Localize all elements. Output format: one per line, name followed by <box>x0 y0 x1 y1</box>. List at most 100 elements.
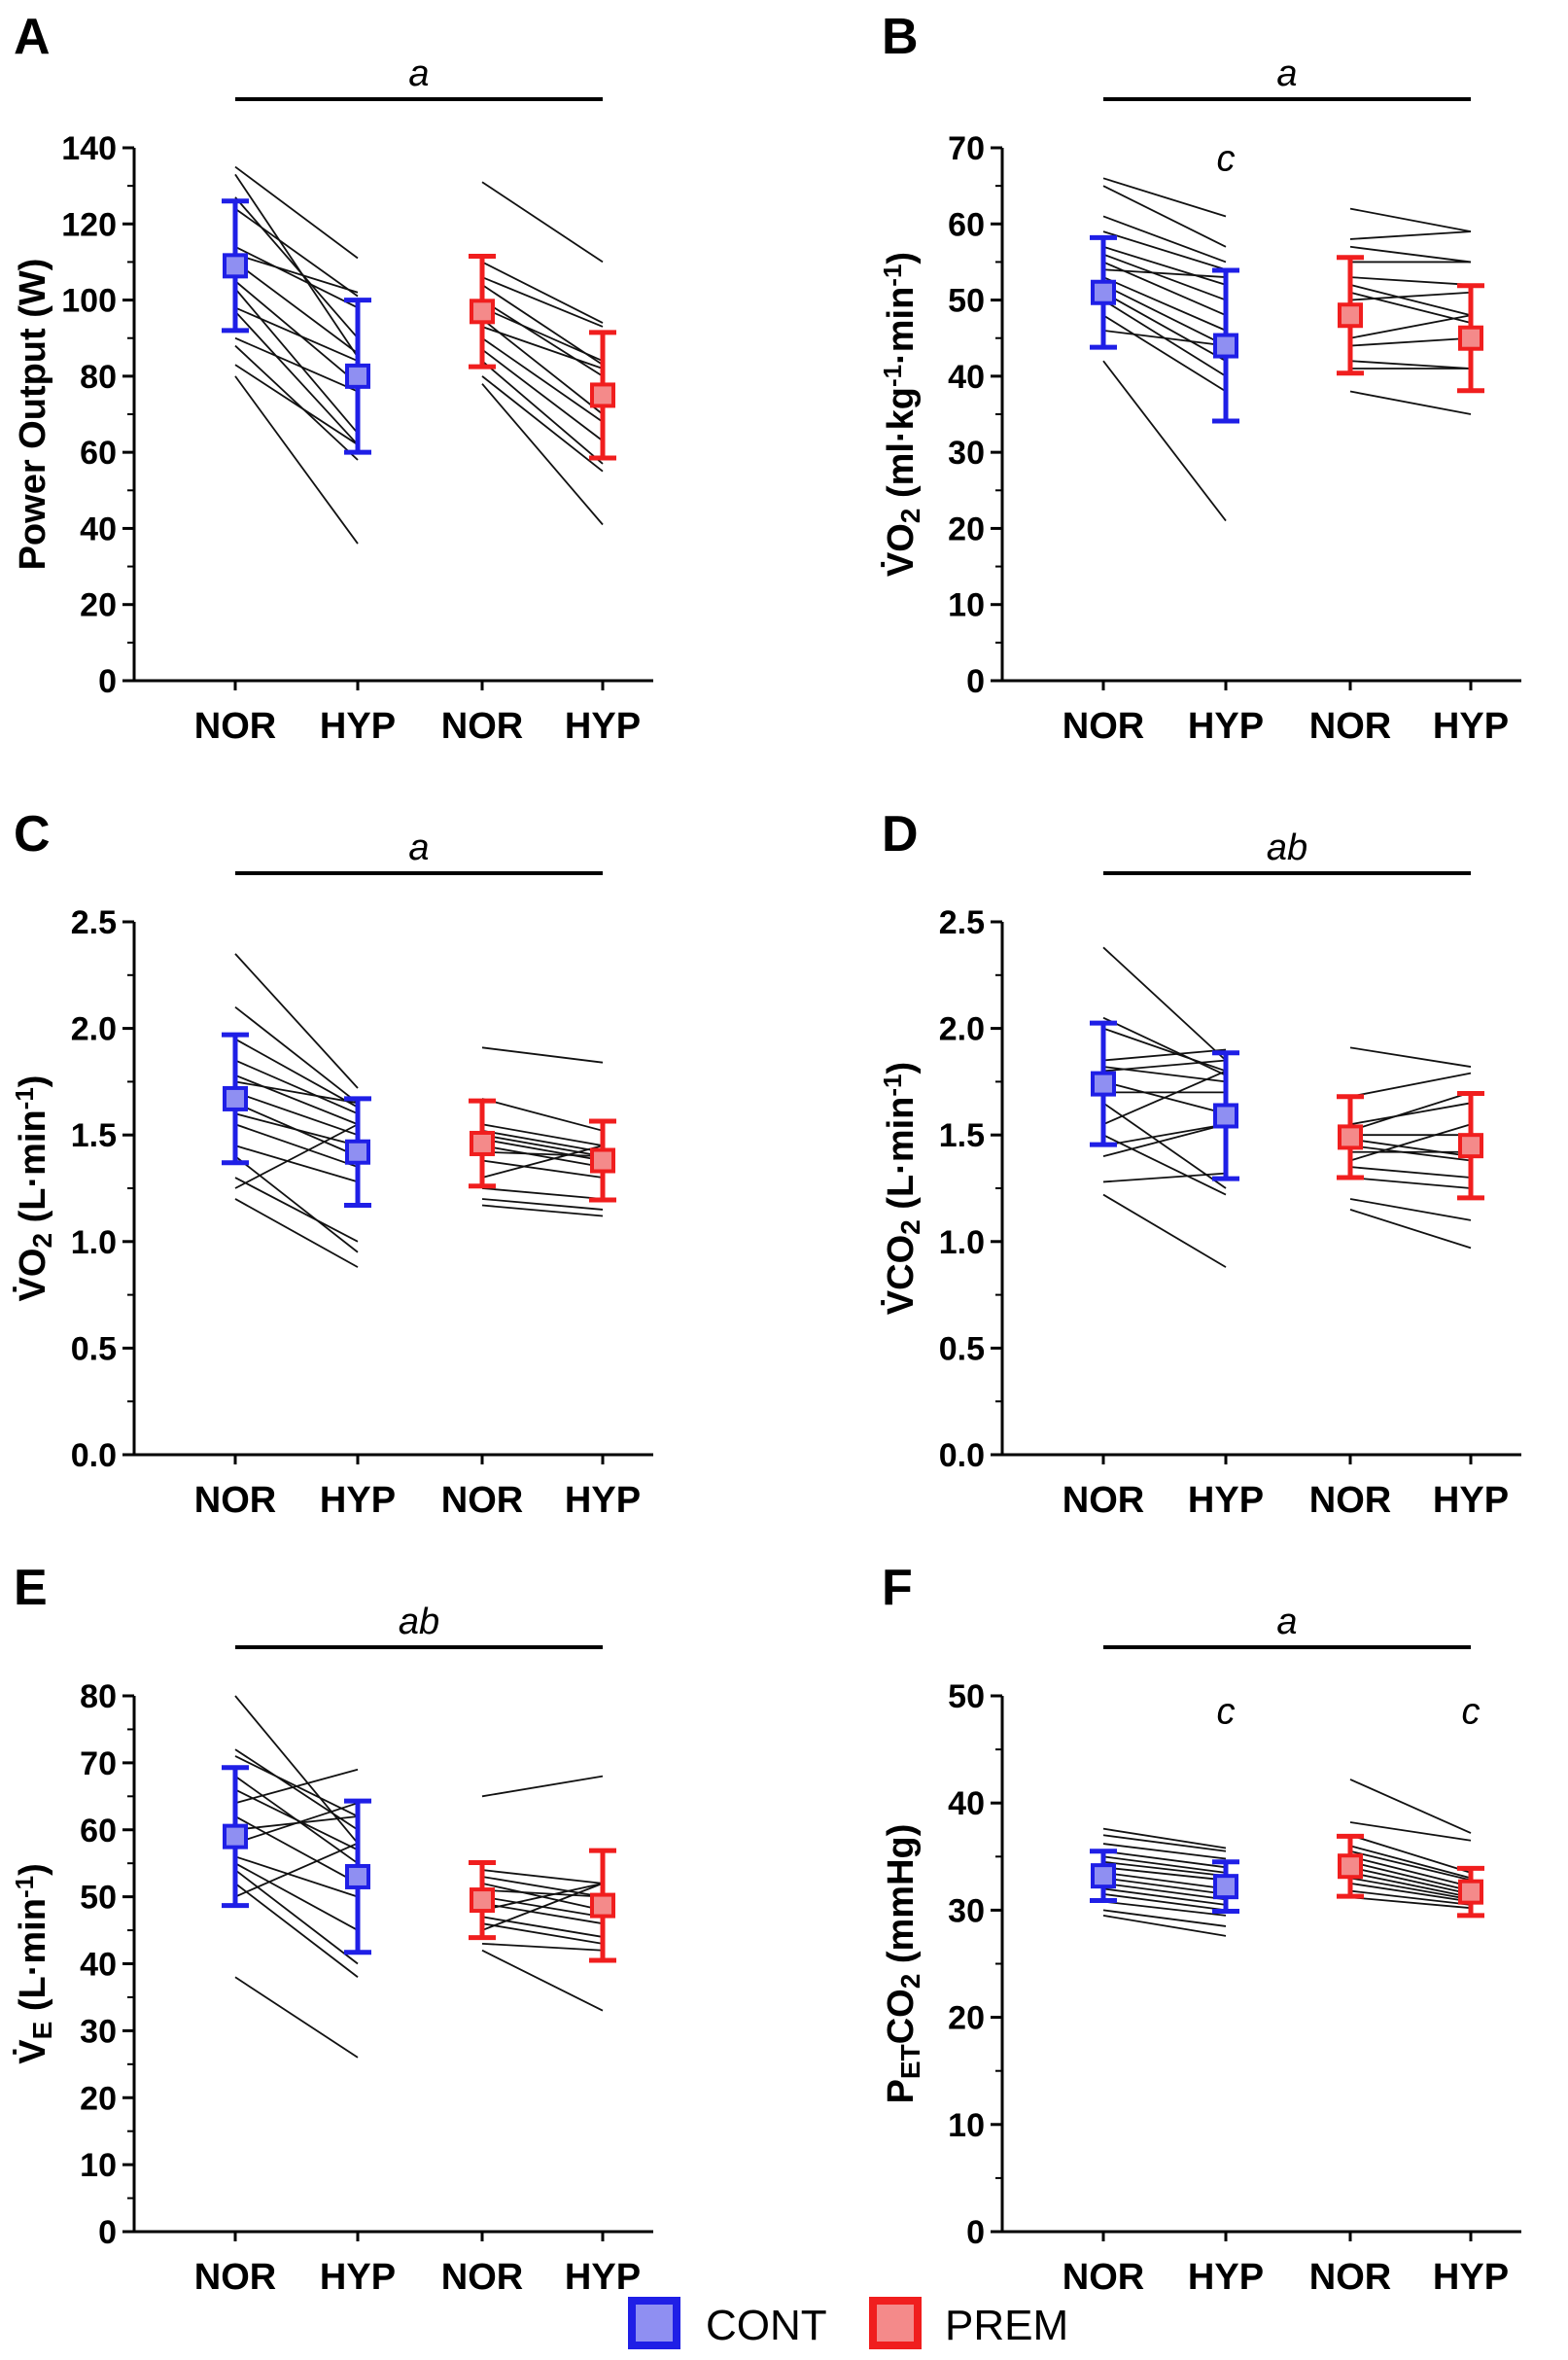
y-tick-label: 1.5 <box>939 1117 985 1154</box>
individual-line <box>1349 1177 1472 1189</box>
x-category-label: NOR <box>441 2257 523 2298</box>
individual-line <box>481 375 604 473</box>
individual-line <box>1349 1779 1472 1834</box>
individual-line <box>1349 1138 1472 1158</box>
y-tick-label: 140 <box>61 130 117 167</box>
significance-label: a <box>1276 1602 1297 1642</box>
individual-line <box>1349 291 1472 301</box>
mean-marker <box>1338 302 1363 329</box>
panel-letter: C <box>14 806 51 863</box>
individual-line <box>481 1198 604 1211</box>
series-cont <box>1090 946 1239 1268</box>
y-tick-label: 0.5 <box>939 1330 985 1367</box>
mean-marker <box>590 382 615 408</box>
individual-line <box>234 1123 359 1168</box>
y-tick-label: 40 <box>948 1785 985 1822</box>
x-category-label: NOR <box>441 1480 523 1521</box>
y-axis-label: V̇CO2 (L·min-1) <box>878 1062 925 1315</box>
individual-line <box>1102 1849 1227 1869</box>
y-tick-label: 0.5 <box>71 1330 117 1367</box>
individual-line <box>1349 1166 1472 1179</box>
individual-line <box>481 360 604 465</box>
x-category-label: HYP <box>565 706 641 747</box>
individual-line <box>481 1949 604 2012</box>
y-tick-label: 20 <box>80 2080 117 2117</box>
y-tick-label: 0 <box>98 2214 117 2251</box>
individual-line <box>1102 1016 1227 1076</box>
y-tick-label: 10 <box>80 2147 117 2184</box>
individual-line <box>1102 1134 1227 1196</box>
individual-line <box>234 165 359 260</box>
y-tick-label: 10 <box>948 2107 985 2144</box>
y-tick-label: 50 <box>948 1678 985 1715</box>
individual-line <box>234 1091 359 1137</box>
significance-label: a <box>1276 53 1297 94</box>
legend-swatch-prem <box>869 2297 922 2349</box>
individual-line <box>1349 1860 1472 1892</box>
y-tick-label: 20 <box>80 587 117 624</box>
individual-line <box>1349 1896 1472 1910</box>
y-tick-label: 30 <box>80 2013 117 2050</box>
individual-line <box>234 1883 359 1978</box>
significance-label: a <box>408 828 429 868</box>
individual-line <box>234 1074 359 1126</box>
x-category-label: HYP <box>320 2257 396 2298</box>
individual-line <box>1102 1871 1227 1890</box>
y-tick-label: 1.0 <box>71 1224 117 1261</box>
individual-line <box>1349 1889 1472 1906</box>
individual-line <box>1349 1834 1472 1874</box>
panel-e: Eab 0 10 20 30 40 50 60 70 80 NOR HYP NOR HYP V̇E (L·m… <box>10 1560 653 2298</box>
individual-line <box>234 1695 359 1845</box>
panel-letter: D <box>882 806 919 863</box>
mean-marker <box>345 1863 370 1889</box>
individual-line <box>481 1187 604 1200</box>
individual-line <box>1349 276 1472 286</box>
series-prem <box>469 1046 616 1217</box>
y-tick-label: 70 <box>948 130 985 167</box>
individual-line <box>1349 1102 1472 1126</box>
individual-line <box>481 1159 604 1179</box>
y-tick-label: 2.0 <box>939 1011 985 1048</box>
legend-swatch-cont <box>628 2297 680 2349</box>
individual-line <box>481 1882 604 1912</box>
individual-line <box>1102 1048 1227 1062</box>
mean-marker <box>590 1892 615 1919</box>
x-category-label: NOR <box>1063 706 1144 747</box>
x-category-label: HYP <box>320 706 396 747</box>
panel-b: Ba 0 10 20 30 40 50 60 70 NOR HYP NOR HYP V̇O2 (ml·kg… <box>878 9 1521 747</box>
individual-line <box>1102 1860 1227 1878</box>
individual-line <box>234 344 359 461</box>
mean-marker <box>1458 325 1483 351</box>
series-prem <box>469 181 616 526</box>
individual-line <box>234 336 359 393</box>
y-axis-label: V̇E (L·min-1) <box>10 1863 57 2063</box>
panel-letter: E <box>14 1560 48 1616</box>
individual-line <box>1102 360 1227 522</box>
y-tick-label: 60 <box>80 1813 117 1849</box>
individual-line <box>481 1129 604 1153</box>
individual-line <box>1102 1172 1227 1183</box>
series-cont <box>1090 177 1239 522</box>
y-tick-label: 80 <box>80 1678 117 1715</box>
x-category-label: HYP <box>320 1480 396 1521</box>
mean-marker <box>223 1823 248 1849</box>
individual-line <box>234 953 359 1089</box>
individual-line <box>1102 1123 1227 1147</box>
y-tick-label: 1.0 <box>939 1224 985 1261</box>
individual-line <box>481 1883 604 1931</box>
individual-line <box>1349 1845 1472 1880</box>
individual-line <box>1349 291 1472 324</box>
individual-line <box>234 1198 359 1268</box>
x-category-label: NOR <box>194 1480 276 1521</box>
individual-line <box>234 1005 359 1105</box>
individual-line <box>234 1842 359 1898</box>
mean-marker <box>223 253 248 279</box>
individual-line <box>234 1038 359 1109</box>
individual-line <box>234 310 359 445</box>
post-hoc-label: c <box>1217 139 1236 180</box>
y-tick-label: 0 <box>98 663 117 700</box>
series-cont <box>222 1695 371 2059</box>
individual-line <box>1102 1843 1227 1860</box>
y-tick-label: 30 <box>948 435 985 472</box>
